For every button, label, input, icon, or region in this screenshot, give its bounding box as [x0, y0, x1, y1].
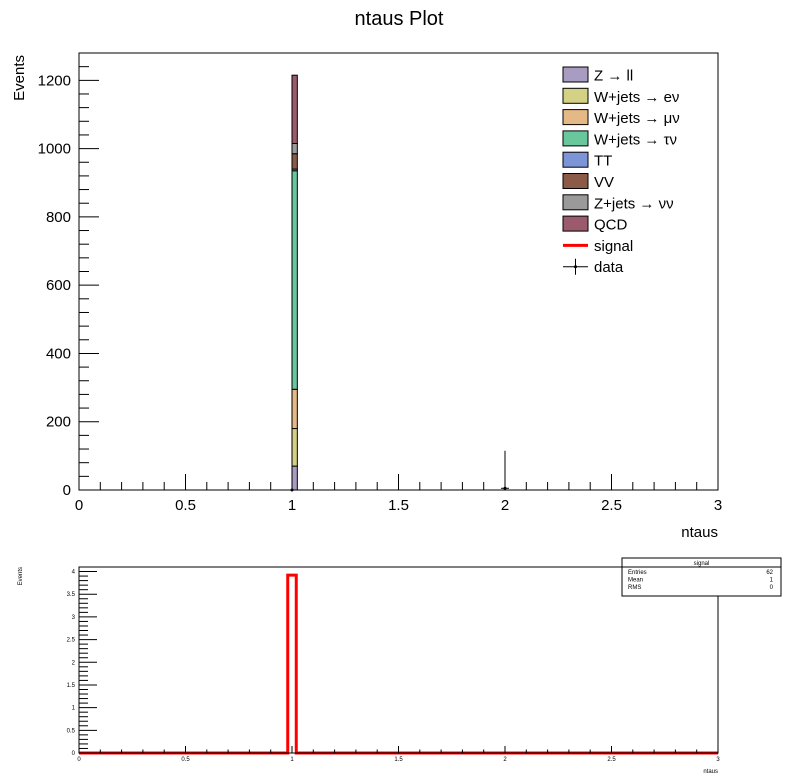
- legend-label: W+jets → μν: [594, 110, 680, 127]
- legend-entry-5: VV: [562, 173, 614, 191]
- sub-x-axis-label: ntaus: [703, 769, 718, 775]
- main-chart-title: ntaus Plot: [355, 8, 444, 30]
- legend-entry-4: TT: [562, 151, 612, 170]
- sub-x-tick-label: 3: [716, 757, 720, 763]
- legend-label: W+jets → eν: [594, 89, 679, 106]
- legend-entry-2: W+jets → μν: [562, 109, 680, 127]
- sub-y-tick-label: 0: [72, 751, 76, 757]
- main-x-tick-label: 2.5: [601, 497, 622, 514]
- sub-x-tick-label: 0.5: [181, 757, 190, 763]
- main-x-axis-label: ntaus: [681, 524, 718, 541]
- stack-bar-3: [291, 170, 298, 390]
- main-y-ticks: 0 200 400 600 800 1000 1200: [38, 52, 99, 499]
- main-y-tick-label: 0: [63, 482, 71, 499]
- stats-row-value: 1: [770, 578, 774, 584]
- stack-bar-2: [291, 388, 298, 430]
- legend-entry-1: W+jets → eν: [562, 87, 679, 106]
- main-y-tick-label: 1000: [38, 141, 71, 158]
- main-x-tick-label: 3: [714, 497, 722, 514]
- main-y-tick-label: 800: [46, 209, 71, 226]
- main-y-tick-label: 200: [46, 414, 71, 431]
- stack-bar-6: [291, 142, 298, 155]
- sub-y-tick-label: 4: [72, 570, 76, 576]
- sub-y-tick-label: 2: [72, 660, 76, 666]
- sub-x-tick-label: 1: [290, 757, 294, 763]
- sub-x-ticks: 0 0.5 1 1.5 2 2.5 3: [77, 746, 720, 763]
- main-x-tick-label: 0.5: [175, 497, 196, 514]
- sub-x-tick-label: 1.5: [394, 757, 403, 763]
- stats-row-value: 62: [766, 570, 773, 576]
- main-legend: Z → ll W+jets → eν W+jets → μν W+jets → τν T…: [562, 66, 680, 276]
- main-y-tick-label: 600: [46, 277, 71, 294]
- sub-y-tick-label: 1: [72, 706, 76, 712]
- sub-y-tick-label: 1.5: [67, 683, 76, 689]
- legend-entry-6: Z+jets → νν: [562, 194, 674, 212]
- sub-y-tick-label: 3: [72, 615, 76, 621]
- main-x-tick-label: 0: [75, 497, 83, 514]
- legend-entry-8: signal: [563, 238, 633, 255]
- main-x-tick-label: 1: [288, 497, 296, 514]
- legend-entry-0: Z → ll: [562, 66, 633, 85]
- stats-row-label: Entries: [628, 570, 647, 576]
- stack-bar-5: [291, 153, 298, 170]
- signal-bar-0: [79, 573, 718, 755]
- main-x-tick-label: 1.5: [388, 497, 409, 514]
- legend-label: Z → ll: [594, 68, 633, 85]
- stats-row-label: RMS: [628, 585, 641, 591]
- legend-label: TT: [594, 153, 612, 170]
- sub-y-ticks: 0 0.5 1 1.5 2 2.5 3 3.5 4: [67, 566, 97, 757]
- main-y-axis-label: Events: [11, 55, 28, 101]
- legend-label: signal: [594, 238, 633, 255]
- stack-bar-0: [291, 465, 298, 491]
- sub-y-tick-label: 0.5: [67, 728, 76, 734]
- legend-label: Z+jets → νν: [594, 195, 674, 212]
- signal-stats-box: signal Entries 62 Mean 1 RMS 0: [621, 557, 782, 597]
- sub-signal-bars: [79, 573, 718, 755]
- legend-label: VV: [594, 174, 614, 191]
- main-y-tick-label: 1200: [38, 72, 71, 89]
- main-y-tick-label: 400: [46, 345, 71, 362]
- stats-row-value: 0: [770, 585, 774, 591]
- stats-row-label: Mean: [628, 578, 643, 584]
- sub-y-axis-label: Events: [18, 567, 24, 585]
- main-x-tick-label: 2: [501, 497, 509, 514]
- stats-box-title: signal: [694, 561, 710, 567]
- legend-label: data: [594, 259, 624, 276]
- sub-x-tick-label: 2: [503, 757, 507, 763]
- legend-entry-9: data: [563, 258, 624, 276]
- legend-entry-7: QCD: [562, 215, 628, 234]
- stack-bar-1: [291, 428, 298, 467]
- legend-entry-3: W+jets → τν: [562, 130, 677, 148]
- main-x-ticks: 0 0.5 1 1.5 2 2.5 3: [75, 474, 722, 514]
- sub-y-tick-label: 2.5: [67, 638, 76, 644]
- legend-label: QCD: [594, 217, 628, 234]
- main-stack-bars: [291, 74, 298, 491]
- legend-label: W+jets → τν: [594, 131, 677, 148]
- sub-x-tick-label: 0: [77, 757, 81, 763]
- stack-bar-7: [291, 74, 298, 144]
- sub-x-tick-label: 2.5: [607, 757, 616, 763]
- sub-y-tick-label: 3.5: [67, 592, 76, 598]
